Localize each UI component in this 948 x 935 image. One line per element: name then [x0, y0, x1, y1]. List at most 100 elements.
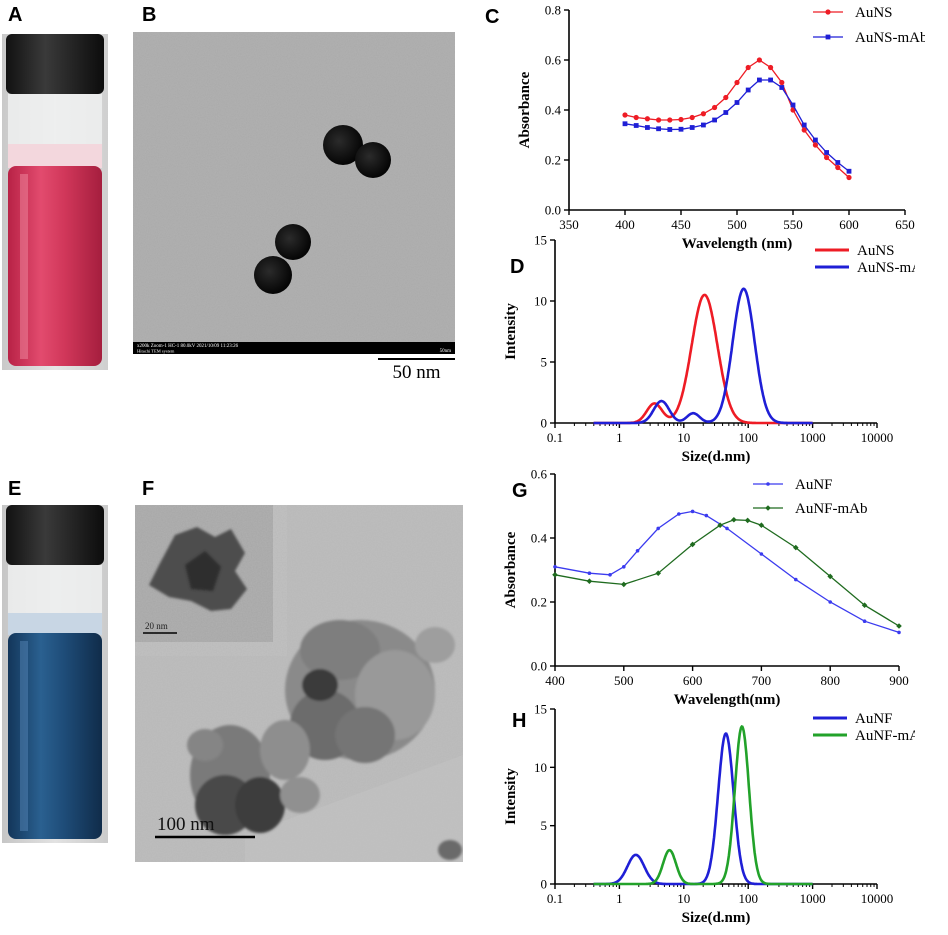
marker-circle [622, 112, 628, 118]
marker-diamond [689, 541, 696, 548]
legend-label-aunf: AuNF [855, 711, 893, 727]
y-tick-label: 0.2 [545, 153, 561, 168]
marker-square [678, 126, 684, 132]
marker-square [779, 85, 785, 90]
tem-image-aunS: x200k Zoom-1 HC-1 80.0kV 2021/10/09 11:2… [133, 32, 455, 354]
marker-square [757, 77, 762, 83]
y-tick-label: 15 [534, 702, 547, 717]
marker-diamond [586, 578, 593, 584]
marker-square [801, 122, 807, 128]
x-tick-label: 400 [545, 673, 565, 688]
marker-diamond [827, 573, 833, 580]
vial-photo-blue [2, 505, 108, 843]
chart-d: 0 5 10 15 0.1 1 10 100 1000 10000 Size(d.nm) Intens… [503, 233, 915, 466]
marker-circle [846, 174, 852, 181]
marker-diamond [621, 581, 627, 588]
y-tick-label: 5 [541, 355, 548, 370]
scale-bar-b [378, 358, 455, 360]
x-tick-label: 1 [616, 891, 623, 906]
x-tick-label: 600 [839, 217, 859, 232]
marker-square [745, 87, 751, 93]
x-tick-label: 0.1 [547, 430, 563, 445]
marker-diamond [861, 602, 868, 608]
marker-circle [656, 117, 662, 123]
marker-circle [734, 79, 740, 86]
y-tick-label: 0.4 [531, 531, 548, 546]
marker-dot [622, 565, 626, 569]
marker-dot [862, 619, 867, 623]
x-tick-label: 1000 [800, 430, 826, 445]
marker-square [701, 122, 706, 128]
marker-square [825, 34, 831, 40]
x-tick-label: 550 [783, 217, 803, 232]
panel-letter-d: D [510, 256, 525, 278]
marker-square [768, 77, 773, 83]
y-axis-label: Intensity [503, 303, 519, 360]
marker-circle [667, 117, 673, 123]
x-tick-label: 1000 [800, 891, 826, 906]
panel-letter-g: G [512, 480, 528, 502]
marker-circle [633, 114, 639, 121]
marker-dot [766, 482, 770, 486]
marker-circle [678, 116, 684, 123]
x-axis-label: Wavelength (nm) [682, 236, 792, 252]
marker-circle [790, 107, 796, 113]
y-tick-label: 0.0 [545, 203, 561, 218]
marker-dot [704, 513, 709, 518]
y-tick-label: 10 [534, 760, 547, 775]
marker-square [712, 117, 717, 123]
x-tick-label: 700 [752, 673, 772, 688]
y-tick-label: 0.8 [545, 3, 561, 18]
scale-bar-label-b: 50 nm [392, 362, 441, 383]
y-tick-label: 0 [541, 877, 548, 892]
marker-diamond [758, 522, 765, 528]
marker-circle [745, 64, 751, 71]
marker-square [645, 125, 650, 130]
marker-circle [825, 9, 831, 15]
series-line-aunf-mab [593, 725, 813, 886]
marker-diamond [793, 544, 799, 551]
marker-diamond [717, 522, 723, 528]
y-tick-label: 0.0 [531, 659, 547, 674]
y-tick-label: 0.4 [545, 103, 562, 118]
y-tick-label: 15 [534, 233, 547, 248]
marker-dot [656, 526, 660, 531]
inset-scale-label: 20 nm [145, 621, 168, 631]
marker-square [656, 126, 661, 132]
x-axis-label: Wavelength(nm) [674, 692, 781, 708]
y-axis-label: Absorbance [503, 531, 519, 608]
marker-circle [812, 142, 818, 148]
x-tick-label: 100 [738, 891, 758, 906]
x-tick-label: 500 [614, 673, 634, 688]
marker-circle [689, 114, 695, 121]
y-tick-label: 0.6 [545, 53, 562, 68]
y-axis-label: Intensity [503, 768, 519, 825]
marker-dot [794, 577, 798, 582]
marker-square [846, 168, 852, 174]
marker-diamond [896, 623, 902, 629]
marker-dot [608, 573, 612, 577]
panel-letter-b: B [142, 4, 157, 26]
x-tick-label: 650 [895, 217, 915, 232]
marker-circle [835, 164, 841, 171]
marker-circle [768, 64, 774, 71]
tem-image-aunf: 20 nm 100 nm [135, 505, 463, 862]
marker-circle [756, 57, 762, 63]
series-line-aunf-mab [554, 519, 900, 627]
marker-dot [635, 549, 640, 553]
marker-square [633, 123, 639, 128]
marker-diamond [765, 505, 771, 511]
y-axis-label: Absorbance [517, 71, 533, 148]
tem-footer-text-2: Hitachi TEM system [137, 349, 175, 354]
chart-g: 0.0 0.2 0.4 0.6 400 500 600 700 800 900 Wavelength… [503, 467, 909, 709]
x-tick-label: 500 [727, 217, 747, 232]
x-tick-label: 350 [559, 217, 579, 232]
legend-label-auns: AuNS [855, 5, 893, 21]
marker-square [813, 137, 818, 143]
chart-h: 0 5 10 15 0.1 1 10 100 1000 10000 Size(d.nm) Intens… [503, 702, 915, 927]
marker-dot [690, 509, 695, 514]
marker-diamond [655, 570, 661, 576]
x-tick-label: 10000 [861, 430, 894, 445]
vial-photo-red [2, 34, 108, 370]
marker-diamond [552, 572, 558, 578]
